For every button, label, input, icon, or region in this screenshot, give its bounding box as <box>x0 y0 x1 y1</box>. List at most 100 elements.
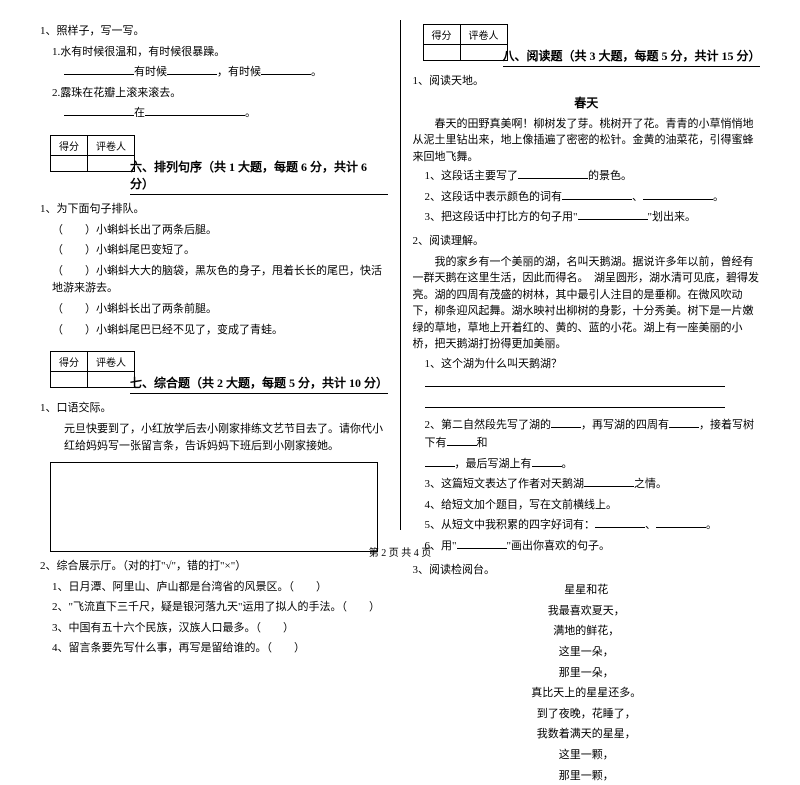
text: 和 <box>477 437 488 449</box>
text: ）小蝌蚪长出了两条后腿。 <box>85 224 217 236</box>
blank <box>584 476 634 487</box>
score-table: 得分评卷人 <box>50 135 135 172</box>
r1-title: 1、阅读天地。 <box>413 73 761 91</box>
text: 。 <box>311 66 322 78</box>
text: ，再写湖的四周有 <box>581 419 669 431</box>
r2-q1-blank2 <box>413 397 761 415</box>
blank <box>643 189 713 200</box>
poem: 星星和花 我最喜欢夏天， 满地的鲜花， 这里一朵， 那里一朵， 真比天上的星星还… <box>413 582 761 785</box>
poem-line: 这里一颗， <box>413 747 761 765</box>
r1-body: 春天的田野真美啊！柳树发了芽。桃树开了花。青青的小草悄悄地从泥土里钻出来，地上像… <box>413 116 761 166</box>
poem-line: 我最喜欢夏天， <box>413 603 761 621</box>
left-column: 1、照样子，写一写。 1.水有时候很温和，有时候很暴躁。 有时候，有时候。 2.… <box>30 20 401 530</box>
blank <box>425 456 455 467</box>
text: "划出来。 <box>648 211 697 223</box>
answer-box <box>50 462 378 552</box>
text: 的景色。 <box>588 170 632 182</box>
blank <box>64 105 134 116</box>
grader-blank <box>88 155 135 171</box>
blank <box>64 64 134 75</box>
text: ）小蝌蚪大大的脑袋，黑灰色的身子，甩着长长的尾巴，快活地游来游去。 <box>52 265 382 295</box>
s7-q2-item: 4、留言条要先写什么事，再写是留给谁的。（ ） <box>40 640 388 658</box>
s6-item: （ ）小蝌蚪长出了两条后腿。 <box>40 222 388 240</box>
poem-line: 星星和花 <box>413 582 761 600</box>
blank <box>532 456 562 467</box>
r2-q2: 2、第二自然段先写了湖的，再写湖的四周有，接着写树下有和 <box>413 417 761 452</box>
text: 有时候 <box>134 66 167 78</box>
page-footer: 第 2 页 共 4 页 <box>0 544 800 559</box>
blank <box>447 435 477 446</box>
page-container: 1、照样子，写一写。 1.水有时候很温和，有时候很暴躁。 有时候，有时候。 2.… <box>0 0 800 540</box>
grader-blank <box>460 45 507 61</box>
text: 。 <box>713 191 724 203</box>
blank <box>261 64 311 75</box>
section7-title: 七、综合题（共 2 大题，每题 5 分，共计 10 分） <box>130 374 388 394</box>
blank <box>562 189 632 200</box>
q1-b: 2.露珠在花瓣上滚来滚去。 <box>40 85 388 103</box>
text: ）小蝌蚪长出了两条前腿。 <box>85 303 217 315</box>
s6-item: （ ）小蝌蚪大大的脑袋，黑灰色的身子，甩着长长的尾巴，快活地游来游去。 <box>40 263 388 298</box>
grader-cell: 评卷人 <box>88 352 135 372</box>
paren: （ <box>52 324 85 336</box>
grader-blank <box>88 372 135 388</box>
poem-line: 满地的鲜花， <box>413 623 761 641</box>
r2-body: 我的家乡有一个美丽的湖，名叫天鹅湖。据说许多年以前，曾经有一群天鹅在这里生活，因… <box>413 254 761 353</box>
text: 1、这段话主要写了 <box>425 170 519 182</box>
score-blank <box>423 45 460 61</box>
r2-q4: 4、给短文加个题目，写在文前横线上。 <box>413 497 761 515</box>
text: 3、这篇短文表达了作者对天鹅湖 <box>425 478 585 490</box>
score-cell: 得分 <box>423 25 460 45</box>
score-cell: 得分 <box>51 135 88 155</box>
r3-title: 3、阅读检阅台。 <box>413 562 761 580</box>
text: ，最后写湖上有 <box>455 458 532 470</box>
r2-q5: 5、从短文中我积累的四字好词有：、。 <box>413 517 761 535</box>
poem-line: 我数着满天的星星， <box>413 726 761 744</box>
score-blank <box>51 372 88 388</box>
poem-line: 那里一颗， <box>413 768 761 785</box>
blank <box>167 64 217 75</box>
s7-q2-item: 2、"飞流直下三千尺，疑是银河落九天"运用了拟人的手法。（ ） <box>40 599 388 617</box>
r2-q1-blank <box>413 376 761 394</box>
r2-title: 2、阅读理解。 <box>413 233 761 251</box>
text: 。 <box>562 458 573 470</box>
r1-q3: 3、把这段话中打比方的句子用" "划出来。 <box>413 209 761 227</box>
text: 。 <box>245 107 256 119</box>
blank <box>518 168 588 179</box>
s7-q1: 1、口语交际。 <box>40 400 388 418</box>
r2-q3: 3、这篇短文表达了作者对天鹅湖 之情。 <box>413 476 761 494</box>
score-table: 得分评卷人 <box>50 351 135 388</box>
section6-title: 六、排列句序（共 1 大题，每题 6 分，共计 6 分） <box>130 158 388 195</box>
s6-intro: 1、为下面句子排队。 <box>40 201 388 219</box>
r1-q2: 2、这段话中表示颜色的词有、。 <box>413 189 761 207</box>
poem-line: 这里一朵， <box>413 644 761 662</box>
blank <box>656 517 706 528</box>
text: ）小蝌蚪尾巴变短了。 <box>85 244 195 256</box>
text: 在 <box>134 107 145 119</box>
section8-title: 八、阅读题（共 3 大题，每题 5 分，共计 15 分） <box>503 47 761 67</box>
paren: （ <box>52 224 85 236</box>
text: 3、把这段话中打比方的句子用" <box>425 211 578 223</box>
blank <box>145 105 245 116</box>
text: ）小蝌蚪尾巴已经不见了，变成了青蛙。 <box>85 324 283 336</box>
q1-a-fill: 有时候，有时候。 <box>40 64 388 82</box>
blank <box>425 376 725 387</box>
text: 2、第二自然段先写了湖的 <box>425 419 552 431</box>
right-column: 得分评卷人 八、阅读题（共 3 大题，每题 5 分，共计 15 分） 1、阅读天… <box>401 20 771 530</box>
blank <box>669 417 699 428</box>
score-table: 得分评卷人 <box>423 24 508 61</box>
r1-poem-title: 春天 <box>413 94 761 113</box>
r2-q1: 1、这个湖为什么叫天鹅湖？ <box>413 356 761 374</box>
paren: （ <box>52 244 85 256</box>
text: 之情。 <box>634 478 667 490</box>
q1-b-fill: 在。 <box>40 105 388 123</box>
blank <box>595 517 645 528</box>
score-cell: 得分 <box>51 352 88 372</box>
q1-intro: 1、照样子，写一写。 <box>40 23 388 41</box>
s6-item: （ ）小蝌蚪尾巴已经不见了，变成了青蛙。 <box>40 322 388 340</box>
s7-q1-body: 元旦快要到了，小红放学后去小刚家排练文艺节目去了。请你代小红给妈妈写一张留言条，… <box>40 421 388 456</box>
s7-q2-item: 3、中国有五十六个民族，汉族人口最多。（ ） <box>40 620 388 638</box>
score-blank <box>51 155 88 171</box>
blank <box>551 417 581 428</box>
text: 5、从短文中我积累的四字好词有： <box>425 519 596 531</box>
poem-line: 到了夜晚，花睡了， <box>413 706 761 724</box>
